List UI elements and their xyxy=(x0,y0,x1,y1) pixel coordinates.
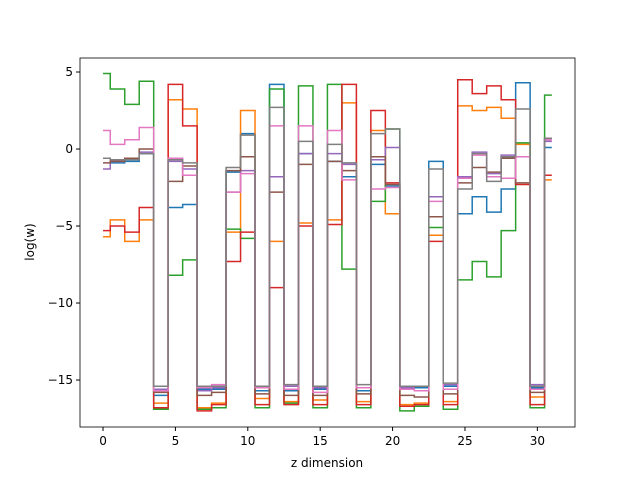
x-tick-label: 5 xyxy=(172,434,180,448)
y-tick-label: 0 xyxy=(65,142,73,156)
x-tick-label: 10 xyxy=(240,434,255,448)
x-axis-label: z dimension xyxy=(291,456,363,470)
x-tick-label: 20 xyxy=(385,434,400,448)
y-axis-label: log(w) xyxy=(23,223,37,260)
x-tick-label: 25 xyxy=(457,434,472,448)
x-tick-label: 30 xyxy=(530,434,545,448)
x-tick-label: 15 xyxy=(313,434,328,448)
y-tick-label: −15 xyxy=(48,373,73,387)
y-tick-label: 5 xyxy=(65,65,73,79)
y-tick-label: −10 xyxy=(48,296,73,310)
plot-frame xyxy=(79,57,576,428)
step-line xyxy=(103,106,552,387)
y-tick-label: −5 xyxy=(55,219,73,233)
x-tick-label: 0 xyxy=(99,434,107,448)
